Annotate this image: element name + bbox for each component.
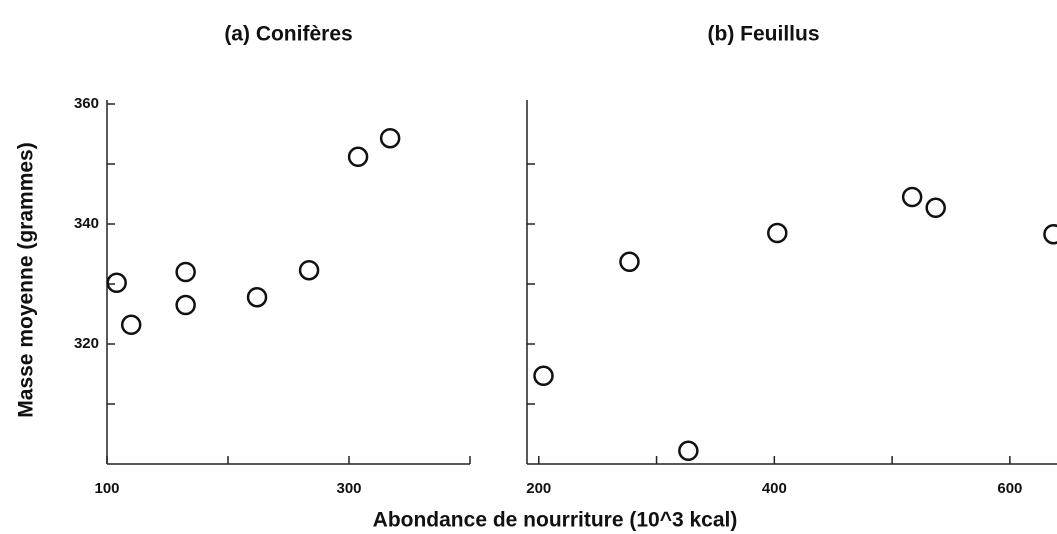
y-axis-label: Masse moyenne (grammes): [15, 142, 38, 417]
point: [678, 440, 699, 462]
point: [533, 365, 554, 387]
point: [175, 261, 196, 283]
x-tick-label: 100: [94, 480, 119, 497]
x-axis-label: Abondance de nourriture (10^3 kcal): [373, 509, 738, 532]
x-tick-label: 400: [762, 480, 787, 497]
x-tick-label: 200: [526, 480, 551, 497]
point: [1043, 223, 1057, 245]
point: [106, 272, 127, 294]
chart-title: (b) Feuillus: [708, 23, 820, 46]
point: [379, 127, 401, 149]
point: [298, 259, 320, 281]
point: [901, 186, 923, 208]
y-tick-label: 320: [74, 335, 99, 352]
y-tick-label: 340: [74, 215, 99, 232]
point: [347, 146, 369, 168]
point: [619, 251, 640, 273]
point: [246, 286, 268, 308]
y-tick-label: 360: [74, 95, 99, 112]
x-tick-label: 600: [997, 480, 1022, 497]
point: [175, 294, 196, 316]
point: [767, 222, 788, 244]
point: [120, 314, 142, 336]
chart-title: (a) Conifères: [224, 23, 352, 46]
x-tick-label: 300: [336, 480, 361, 497]
point: [925, 197, 946, 219]
